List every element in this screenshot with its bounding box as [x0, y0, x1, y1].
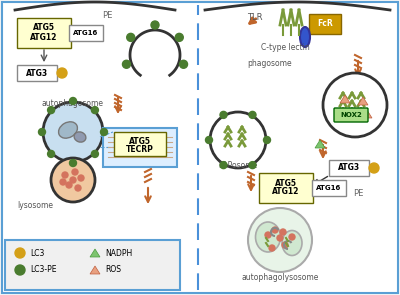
FancyBboxPatch shape: [114, 132, 166, 156]
Circle shape: [48, 150, 54, 158]
Circle shape: [277, 235, 283, 241]
Text: NOX2: NOX2: [340, 112, 362, 118]
Text: ATG16: ATG16: [73, 30, 99, 36]
Ellipse shape: [300, 27, 310, 47]
Circle shape: [265, 232, 271, 238]
Circle shape: [323, 73, 387, 137]
Text: LC3-PE: LC3-PE: [30, 266, 56, 275]
Circle shape: [70, 177, 76, 183]
Circle shape: [15, 248, 25, 258]
Circle shape: [248, 208, 312, 272]
Circle shape: [70, 98, 76, 104]
Circle shape: [60, 179, 66, 185]
Text: LAPosome: LAPosome: [218, 160, 258, 170]
Circle shape: [289, 234, 295, 240]
Circle shape: [38, 129, 46, 135]
Circle shape: [78, 175, 84, 181]
Text: autophagosome: autophagosome: [42, 99, 104, 107]
Circle shape: [264, 137, 270, 143]
Circle shape: [280, 229, 286, 235]
FancyBboxPatch shape: [309, 14, 341, 34]
FancyBboxPatch shape: [334, 108, 368, 122]
Text: lysosome: lysosome: [17, 201, 53, 209]
Text: TLR: TLR: [247, 12, 263, 22]
Circle shape: [66, 182, 72, 188]
Text: ATG16: ATG16: [316, 185, 342, 191]
Circle shape: [369, 163, 379, 173]
FancyBboxPatch shape: [329, 160, 369, 176]
Text: LC3: LC3: [30, 248, 44, 258]
Polygon shape: [362, 110, 372, 118]
Text: PE: PE: [102, 11, 112, 19]
Circle shape: [249, 162, 256, 169]
Text: phagosome: phagosome: [248, 58, 292, 68]
Circle shape: [180, 60, 188, 68]
Text: NADPH: NADPH: [105, 248, 132, 258]
Text: ROS: ROS: [105, 266, 121, 275]
Text: ATG5: ATG5: [275, 178, 297, 188]
Circle shape: [72, 169, 78, 175]
Circle shape: [206, 137, 212, 143]
Circle shape: [127, 33, 135, 41]
Circle shape: [48, 106, 54, 114]
Polygon shape: [315, 140, 325, 148]
Circle shape: [57, 68, 67, 78]
Circle shape: [151, 21, 159, 29]
Text: ATG12: ATG12: [272, 188, 300, 196]
Circle shape: [92, 150, 98, 158]
Circle shape: [62, 172, 68, 178]
Ellipse shape: [256, 222, 280, 252]
FancyBboxPatch shape: [312, 180, 346, 196]
Circle shape: [282, 242, 288, 248]
Polygon shape: [340, 95, 350, 103]
Ellipse shape: [74, 132, 86, 142]
Circle shape: [51, 158, 95, 202]
Circle shape: [249, 112, 256, 118]
Polygon shape: [358, 97, 368, 105]
FancyBboxPatch shape: [259, 173, 313, 203]
Text: ATG3: ATG3: [26, 68, 48, 78]
Text: C-type lectin: C-type lectin: [261, 42, 309, 52]
Circle shape: [43, 102, 103, 162]
Circle shape: [122, 60, 130, 68]
Ellipse shape: [58, 122, 78, 138]
Text: FcR: FcR: [317, 19, 333, 29]
Polygon shape: [90, 249, 100, 257]
Bar: [5, 240, 180, 290]
Circle shape: [272, 227, 278, 233]
Circle shape: [70, 160, 76, 166]
Polygon shape: [90, 266, 100, 274]
FancyBboxPatch shape: [17, 18, 71, 48]
Circle shape: [75, 185, 81, 191]
Circle shape: [175, 33, 183, 41]
Circle shape: [220, 162, 227, 169]
Text: TECRP: TECRP: [126, 145, 154, 153]
FancyBboxPatch shape: [103, 128, 177, 167]
Text: ATG5: ATG5: [129, 137, 151, 145]
Text: ATG3: ATG3: [338, 163, 360, 173]
Text: autophagolysosome: autophagolysosome: [241, 273, 319, 281]
Circle shape: [220, 112, 227, 118]
FancyBboxPatch shape: [69, 25, 103, 41]
Circle shape: [100, 129, 108, 135]
Circle shape: [92, 106, 98, 114]
Circle shape: [269, 245, 275, 251]
Text: ATG5: ATG5: [33, 24, 55, 32]
Text: PE: PE: [353, 189, 363, 197]
FancyBboxPatch shape: [17, 65, 57, 81]
Text: ATG12: ATG12: [30, 32, 58, 42]
Circle shape: [210, 112, 266, 168]
Circle shape: [15, 265, 25, 275]
Ellipse shape: [282, 230, 302, 255]
